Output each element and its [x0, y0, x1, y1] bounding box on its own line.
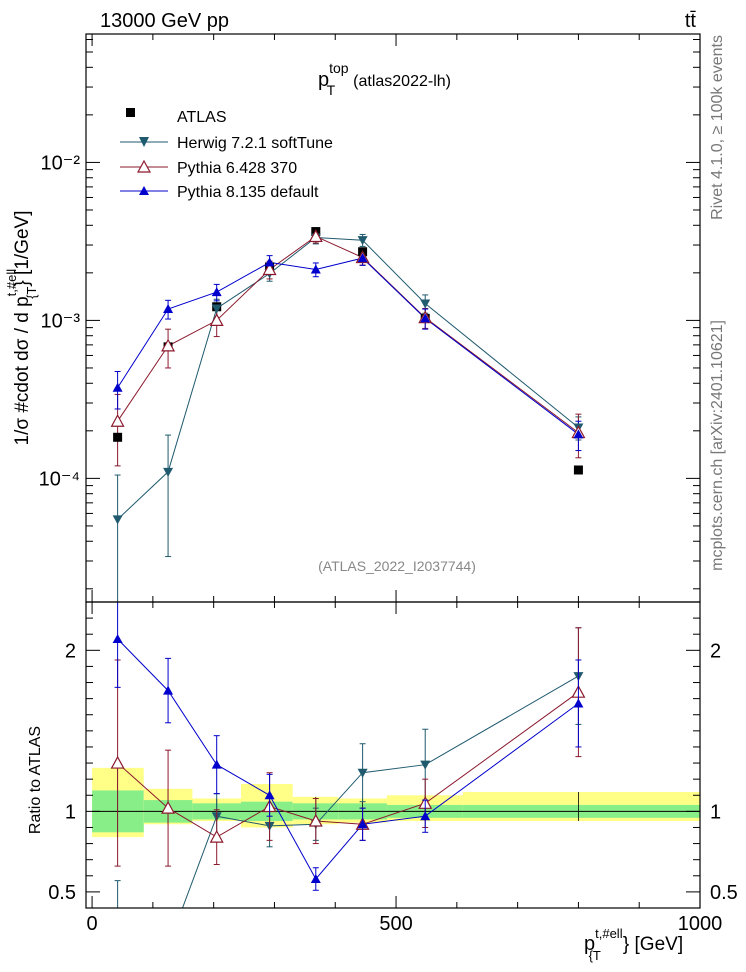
ratio-panel: 0 500 1000 0.5 0.5 1 1 2 2 Ratio to ATLAS pt,#el… — [27, 602, 738, 963]
svg-text:1/σ #cdot dσ / d pt,#ell{T} [1: 1/σ #cdot dσ / d pt,#ell {T} [1/GeV] — [4, 211, 39, 446]
main-marker-0 — [357, 236, 368, 246]
main-marker-0 — [163, 467, 174, 477]
legend-marker-pythia6 — [136, 159, 152, 173]
ratio-marker-1 — [209, 829, 224, 843]
ratio-series-line-0 — [181, 675, 579, 908]
ratio-marker-1 — [308, 813, 323, 827]
legend-marker-pythia8 — [139, 186, 149, 195]
ratio-y-tick-label-left: 2 — [65, 640, 76, 662]
ratio-marker-1 — [161, 800, 176, 814]
process-label: tt̄ — [685, 10, 697, 32]
legend-marker-herwig — [139, 137, 149, 147]
ratio-y-tick-label-right: 1 — [710, 801, 721, 823]
ratio-marker-2 — [357, 819, 368, 829]
main-y-tick-label: 10⁻⁴ — [39, 468, 80, 490]
main-marker-1 — [161, 338, 176, 352]
ratio-marker-2 — [310, 874, 321, 884]
main-marker-2 — [112, 382, 123, 392]
legend-marker-atlas — [126, 108, 135, 117]
ratio-marker-0 — [357, 768, 368, 778]
ratio-y-axis-label: Ratio to ATLAS — [27, 726, 44, 834]
ratio-plot-frame — [85, 601, 701, 909]
ratio-marker-2 — [573, 698, 584, 708]
ratio-marker-2 — [420, 811, 431, 821]
ratio-marker-2 — [211, 759, 222, 769]
main-marker-2 — [163, 304, 174, 314]
main-marker-2 — [357, 253, 368, 263]
atlas-data-point — [113, 432, 123, 442]
ratio-y-tick-label-left: 1 — [65, 801, 76, 823]
y-axis-label: 1/σ #cdot dσ / d pt,#ell {T} [1/GeV] — [4, 211, 39, 446]
plot-title: ptop T (atlas2022-lh) — [318, 60, 451, 98]
main-marker-2 — [211, 287, 222, 297]
legend-label-herwig: Herwig 7.2.1 softTune — [177, 135, 333, 152]
ratio-y-tick-label-left: 0.5 — [48, 882, 76, 904]
main-y-tick-label: 10⁻² — [41, 152, 81, 174]
ratio-marker-0 — [420, 760, 431, 770]
ratio-axis-ticks: 0 500 1000 0.5 0.5 1 1 2 2 — [48, 602, 738, 935]
ratio-y-tick-label-right: 2 — [710, 640, 721, 662]
main-marker-1 — [308, 229, 323, 243]
rivet-version-label: Rivet 4.1.0, ≥ 100k events — [709, 35, 726, 220]
main-marker-2 — [264, 257, 275, 267]
main-series-line-2 — [117, 257, 579, 435]
ratio-marker-1 — [110, 755, 125, 769]
atlas-data-point — [573, 465, 583, 475]
ratio-series-line-2 — [117, 638, 579, 880]
ratio-uncertainty-bands — [92, 767, 700, 838]
main-marker-0 — [420, 299, 431, 309]
energy-label: 13000 GeV pp — [100, 10, 229, 32]
main-marker-2 — [310, 264, 321, 274]
ratio-marker-2 — [163, 685, 174, 695]
ratio-marker-2 — [112, 634, 123, 644]
main-marker-2 — [573, 429, 584, 439]
legend: ATLAS Herwig 7.2.1 softTune Pythia 6.428… — [120, 108, 333, 201]
x-tick-label: 500 — [379, 913, 412, 935]
ratio-series-layer — [110, 602, 586, 909]
main-marker-1 — [209, 313, 224, 327]
main-marker-0 — [211, 304, 222, 314]
main-y-tick-label: 10⁻³ — [41, 310, 81, 332]
ratio-series-line-1 — [117, 691, 579, 838]
main-series-line-0 — [117, 236, 579, 520]
main-marker-1 — [262, 262, 277, 276]
x-axis-label: pt,#ell {T} [GeV] — [584, 926, 683, 963]
legend-label-atlas: ATLAS — [177, 109, 227, 126]
main-series-line-1 — [117, 235, 579, 434]
analysis-id-label: (ATLAS_2022_I2037744) — [318, 558, 476, 574]
main-panel: 10⁻⁴ 10⁻³ 10⁻² ptop T (atlas2022-lh) (ATLAS_… — [4, 34, 701, 602]
main-series-layer — [110, 227, 586, 602]
ratio-y-tick-label-right: 0.5 — [710, 882, 738, 904]
main-axis-ticks: 10⁻⁴ 10⁻³ 10⁻² — [39, 34, 701, 602]
legend-label-pythia6: Pythia 6.428 370 — [177, 160, 297, 177]
ratio-marker-2 — [264, 790, 275, 800]
main-marker-1 — [110, 413, 125, 427]
x-tick-label: 1000 — [678, 913, 723, 935]
mcplots-source-label: mcplots.cern.ch [arXiv:2401.10621] — [709, 320, 726, 571]
main-marker-2 — [420, 313, 431, 323]
x-tick-label: 0 — [87, 913, 98, 935]
legend-label-pythia8: Pythia 8.135 default — [177, 184, 319, 201]
main-marker-0 — [112, 515, 123, 525]
